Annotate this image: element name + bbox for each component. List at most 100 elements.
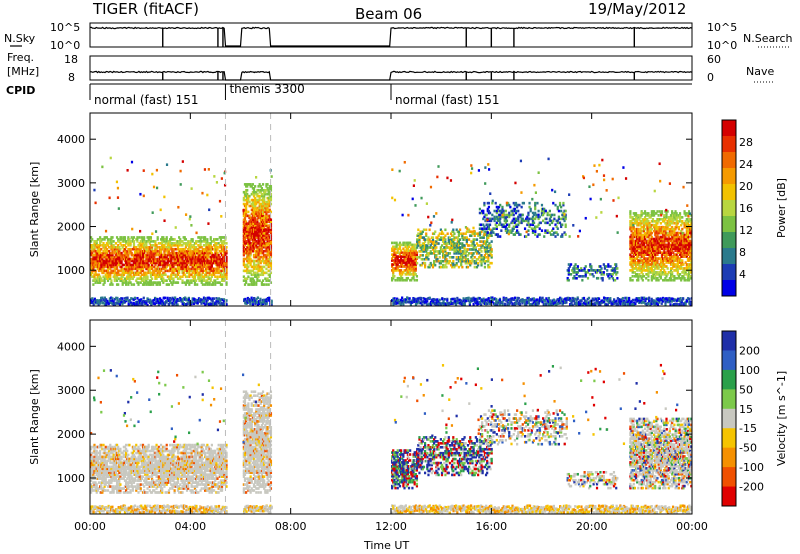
scatter-cell: [546, 211, 549, 215]
scatter-cell: [412, 257, 415, 260]
scatter-cell: [578, 269, 582, 272]
scatter-cell: [208, 259, 211, 263]
scatter-cell: [511, 219, 514, 223]
scatter-cell: [191, 253, 194, 257]
ground-scatter-cell: [245, 302, 248, 305]
scatter-cell: [139, 265, 142, 269]
scatter-cell: [261, 224, 265, 227]
scatter-cell: [178, 236, 181, 239]
scatter-cell: [460, 263, 463, 267]
scatter-cell: [252, 188, 256, 192]
ground-scatter-cell: [211, 302, 214, 306]
scatter-cell: [259, 188, 262, 192]
ground-scatter-cell: [436, 301, 439, 304]
ground-scatter-cell: [433, 298, 436, 301]
scatter-cell: [202, 259, 206, 263]
ground-scatter-cell: [656, 303, 660, 306]
scatter-cell: [400, 259, 403, 262]
scatter-cell: [97, 263, 101, 267]
scatter-cell: [156, 267, 159, 271]
ground-scatter-cell: [670, 297, 673, 301]
scatter-cell: [90, 263, 93, 267]
scatter-cell: [460, 261, 463, 265]
scatter-cell: [91, 263, 94, 267]
ground-scatter-cell: [478, 301, 481, 304]
scatter-cell: [444, 246, 447, 249]
scatter-cell: [423, 263, 427, 267]
scatter-cell: [493, 209, 496, 213]
scatter-cell: [185, 263, 189, 267]
ground-scatter-cell: [648, 299, 651, 302]
scatter-cell: [192, 265, 195, 269]
scatter-cell: [527, 213, 530, 217]
scatter-cell: [411, 255, 414, 258]
scatter-cell: [452, 256, 455, 259]
scatter-cell: [466, 244, 470, 247]
scatter-cell: [197, 236, 200, 239]
scatter-cell: [184, 265, 188, 269]
ground-scatter-cell: [158, 299, 162, 303]
scatter-cell: [442, 236, 445, 239]
scatter-cell: [258, 243, 261, 247]
ground-scatter-cell: [475, 301, 478, 305]
scatter-cell: [575, 271, 578, 274]
scatter-cell: [246, 271, 249, 275]
scatter-cell: [170, 245, 173, 249]
scatter-cell: [477, 244, 480, 247]
scatter-cell: [508, 223, 511, 227]
scatter-cell: [409, 253, 412, 256]
ground-scatter-cell: [401, 296, 404, 300]
scatter-cell: [456, 238, 459, 241]
ground-scatter-cell: [616, 297, 619, 300]
scatter-cell: [127, 247, 130, 251]
scatter-cell: [407, 267, 411, 270]
scatter-cell: [607, 263, 610, 266]
ground-scatter-cell: [434, 299, 438, 302]
scatter-cell: [499, 213, 502, 217]
scatter-cell: [257, 263, 260, 267]
scatter-cell: [119, 259, 122, 263]
ground-scatter-cell: [161, 300, 164, 303]
ground-scatter-cell: [143, 300, 147, 304]
scatter-cell: [217, 259, 220, 263]
scatter-cell: [126, 271, 129, 275]
scatter-cell: [414, 267, 417, 270]
scatter-cell: [122, 240, 125, 243]
scatter-cell: [105, 259, 109, 263]
scatter-cell: [192, 247, 195, 251]
scatter-cell: [114, 257, 118, 261]
scatter-cell: [462, 256, 465, 259]
scatter-cell: [184, 245, 188, 249]
scatter-cell: [545, 217, 548, 221]
scatter-cell: [196, 261, 199, 265]
ground-scatter-cell: [112, 300, 115, 303]
scatter-cell: [174, 243, 177, 247]
scatter-cell: [531, 211, 535, 215]
scatter-cell: [206, 267, 209, 271]
scatter-cell: [514, 219, 518, 223]
scatter-cell: [483, 225, 486, 229]
scatter-cell: [462, 238, 465, 241]
scatter-cell: [461, 256, 464, 259]
scatter-cell: [165, 236, 168, 239]
scatter-cell: [135, 238, 138, 241]
scatter-cell: [204, 257, 207, 261]
ground-scatter-cell: [414, 303, 418, 306]
scatter-cell: [210, 265, 213, 269]
ground-scatter-cell: [612, 302, 616, 305]
scatter-cell: [433, 242, 436, 245]
scatter-cell: [264, 190, 267, 194]
scatter-cell: [106, 257, 110, 261]
scatter-cell: [263, 228, 266, 231]
scatter-cell: [260, 243, 264, 247]
scatter-cell: [97, 265, 101, 269]
scatter-cell: [247, 234, 250, 237]
ground-scatter-cell: [577, 303, 581, 306]
scatter-cell: [261, 196, 265, 200]
scatter-cell: [198, 273, 201, 277]
scatter-cell: [490, 250, 493, 253]
scatter-cell: [411, 249, 414, 253]
scatter-cell: [141, 263, 145, 267]
ground-scatter-cell: [631, 298, 634, 302]
scatter-cell: [172, 263, 175, 267]
